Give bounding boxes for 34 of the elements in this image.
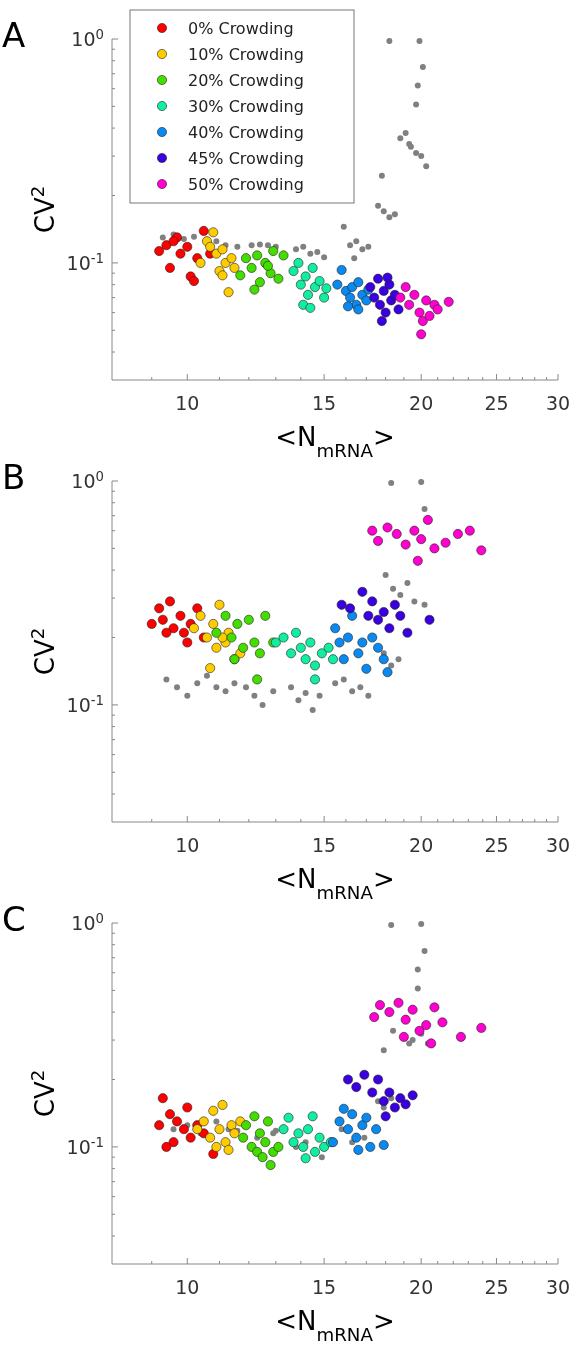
x-tick-label: 25 — [484, 392, 509, 414]
legend-label: 10% Crowding — [188, 45, 304, 64]
x-tick-label: 10 — [175, 834, 200, 856]
x-axis-title: <N$_{mRNA}$> — [275, 864, 395, 903]
x-tick-label: 10 — [175, 392, 200, 414]
legend-label: 40% Crowding — [188, 123, 304, 142]
x-tick-label: 10 — [175, 1276, 200, 1298]
x-tick-label: 25 — [484, 834, 509, 856]
y-tick-label: 10$^{0}$ — [71, 910, 104, 934]
x-tick-label: 20 — [409, 392, 434, 414]
x-tick-label: 15 — [312, 1276, 337, 1298]
y-tick-label: 10$^{-1}$ — [66, 1134, 104, 1158]
legend-label: 0% Crowding — [188, 19, 294, 38]
x-tick-label: 30 — [545, 392, 571, 414]
y-tick-label: 10$^{-1}$ — [66, 250, 104, 274]
legend-label: 50% Crowding — [188, 175, 304, 194]
legend-label: 20% Crowding — [188, 71, 304, 90]
legend-label: 30% Crowding — [188, 97, 304, 116]
x-axis-title: <N$_{mRNA}$> — [275, 1306, 395, 1345]
y-tick-label: 10$^{0}$ — [71, 26, 104, 50]
chart-title: C — [2, 899, 26, 939]
x-axis-title: <N$_{mRNA}$> — [275, 422, 395, 461]
chart-title: A — [2, 15, 26, 55]
y-tick-label: 10$^{0}$ — [71, 468, 104, 492]
x-tick-label: 30 — [545, 1276, 571, 1298]
x-tick-label: 20 — [409, 834, 434, 856]
chart-title: B — [2, 457, 26, 497]
x-tick-label: 30 — [545, 834, 571, 856]
x-tick-label: 15 — [312, 392, 337, 414]
legend-label: 45% Crowding — [188, 149, 304, 168]
x-tick-label: 25 — [484, 1276, 509, 1298]
x-tick-label: 15 — [312, 834, 337, 856]
y-tick-label: 10$^{-1}$ — [66, 692, 104, 716]
x-tick-label: 20 — [409, 1276, 434, 1298]
